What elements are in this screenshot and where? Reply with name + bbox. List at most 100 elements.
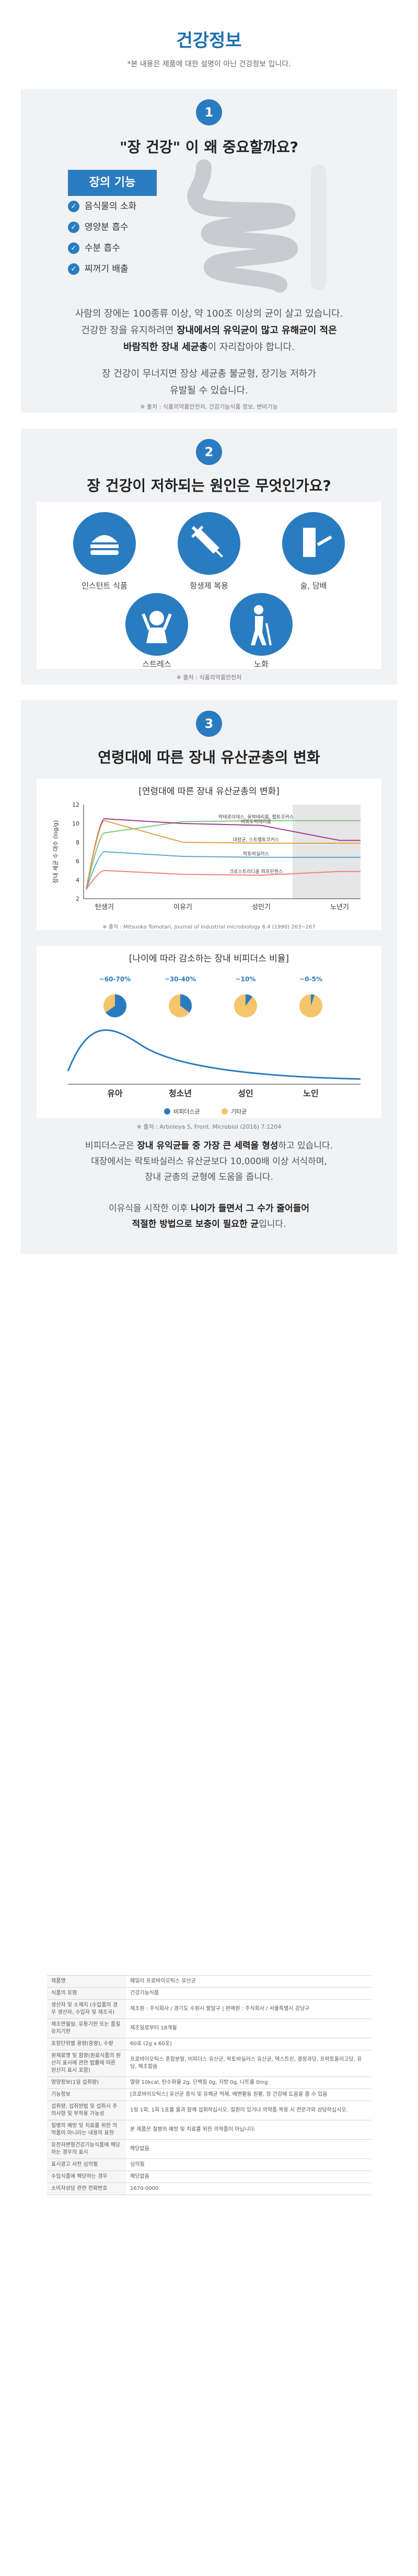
info-value: 1일 1회, 1회 1포를 물과 함께 섭취하십시오. 질환이 있거나 의약품 … bbox=[126, 2101, 371, 2120]
fast-food-icon bbox=[73, 512, 136, 575]
function-item: ✓ 영양분 흡수 bbox=[68, 217, 157, 238]
legend-label: 비피더스균 bbox=[173, 1108, 200, 1115]
pie-bifidus-slice bbox=[246, 994, 252, 1006]
info-value: 제조일로부터 18개월 bbox=[126, 2018, 371, 2038]
info-key: 기능정보 bbox=[47, 2088, 126, 2101]
info-value: [프로바이오틱스] 유산균 증식 및 유해균 억제, 배변활동 원활, 장 건강… bbox=[126, 2088, 371, 2101]
elderly-icon bbox=[230, 593, 293, 656]
pie-bifidus-slice bbox=[311, 994, 315, 1006]
section-heading: 장 건강이 저하되는 원인은 무엇인가요? bbox=[87, 477, 331, 494]
cause-label: 항생제 복용 bbox=[190, 581, 228, 590]
info-key: 섭취량, 섭취방법 및 섭취시 주의사항 및 부작용 가능성 bbox=[47, 2101, 126, 2120]
beer-cigarette-icon bbox=[282, 512, 345, 575]
info-value: 열량 10kcal, 탄수화물 2g, 단백질 0g, 지방 0g, 나트륨 0… bbox=[126, 2076, 371, 2089]
series-label: 크로스트리디움 퍼프린젠스 bbox=[229, 869, 283, 875]
product-info-table: 제품명 페밀리 프로바이오틱스 유산균 식품의 유형 건강기능식품 생산자 및 소재지 … bbox=[47, 1975, 371, 2195]
info-value: 건강기능식품 bbox=[126, 1987, 371, 2000]
section-heading: "장 건강" 이 왜 중요할까요? bbox=[119, 138, 298, 156]
intestine-illustration bbox=[167, 157, 345, 293]
chart-source: ※ 출처 : Mitsuoka Tomotari, Journal of ind… bbox=[102, 924, 316, 930]
function-item: ✓ 음식물의 소화 bbox=[68, 196, 157, 217]
check-icon: ✓ bbox=[68, 222, 79, 233]
series-label: 박테로이데스, 유박테리움, 펩토코커스 bbox=[218, 815, 294, 820]
legend-swatch bbox=[222, 1108, 228, 1115]
info-key: 제조연월일, 유통기한 또는 품질유지기한 bbox=[47, 2018, 126, 2038]
function-title: 장의 기능 bbox=[68, 170, 157, 196]
info-key: 식품의 유형 bbox=[47, 1987, 126, 2000]
chart-title: [연령대에 따른 장내 유산균총의 변화] bbox=[138, 786, 280, 797]
info-key: 소비자상담 관련 전화번호 bbox=[47, 2183, 126, 2195]
age-label: 유아 bbox=[107, 1088, 123, 1098]
series-line bbox=[86, 820, 361, 890]
info-key: 원재료명 및 함량(원료식품의 원산지 표시에 관한 법률에 따른 원산지 표시… bbox=[47, 2050, 126, 2077]
intestine-function-box: 장의 기능 ✓ 음식물의 소화 ✓ 영양분 흡수 ✓ 수분 흡수 ✓ 찌꺼기 배출 bbox=[68, 170, 157, 280]
info-row: 질병의 예방 및 치료를 위한 의약품이 아니라는 내용의 표현 본 제품은 질병… bbox=[47, 2120, 371, 2140]
info-row: 유전자변형건강기능식품에 해당하는 경우의 표시 해당없음 bbox=[47, 2139, 371, 2159]
check-icon: ✓ bbox=[68, 242, 79, 254]
info-row: 표시광고 사전 심의필 심의필 bbox=[47, 2159, 371, 2171]
function-item: ✓ 찌꺼기 배출 bbox=[68, 259, 157, 280]
x-tick-label: 탄생기 bbox=[95, 903, 114, 911]
series-line bbox=[86, 869, 361, 890]
stress-icon bbox=[125, 593, 188, 656]
age-label: 청소년 bbox=[169, 1088, 192, 1098]
cause-label: 인스턴트 식품 bbox=[82, 581, 127, 590]
syringe-icon bbox=[178, 512, 240, 575]
bifidus-ratio-chart-card: [나이에 따라 감소하는 장내 비피더스 비율] ~60-70% ~30-40% ~… bbox=[37, 946, 381, 1118]
page-title: 건강정보 bbox=[176, 30, 242, 51]
info-value: 해당없음 bbox=[126, 2139, 371, 2159]
y-axis-label: 장내 세균 수 대수 (log/g) bbox=[52, 820, 59, 884]
check-icon: ✓ bbox=[68, 201, 79, 212]
info-key: 생산자 및 소재지 (수입품의 경우 생산자, 수입자 및 제조국) bbox=[47, 1999, 126, 2019]
info-value: 1670-0000 bbox=[126, 2183, 371, 2195]
x-tick-label: 노년기 bbox=[330, 903, 349, 911]
info-row: 원재료명 및 함량(원료식품의 원산지 표시에 관한 법률에 따른 원산지 표시… bbox=[47, 2050, 371, 2077]
info-value: 페밀리 프로바이오틱스 유산균 bbox=[126, 1975, 371, 1988]
series-label: 락토바실러스 bbox=[243, 851, 269, 857]
y-tick-label: 4 bbox=[76, 877, 79, 884]
info-key: 표시광고 사전 심의필 bbox=[47, 2159, 126, 2171]
info-value: 프로바이오틱스 혼합분말, 비피더스 유산균, 락토바실러스 유산균, 덱스트린… bbox=[126, 2050, 371, 2077]
source-note: ※ 출처 : 식품의약품안전처, 건강기능식품 정보, 변비기능 bbox=[140, 403, 278, 410]
y-tick-label: 8 bbox=[76, 839, 79, 846]
bifidus-paragraph: 비피더스균은 장내 유익균들 중 가장 큰 세력을 형성하고 있습니다. 대장에… bbox=[85, 1141, 333, 1182]
x-tick-label: 이유기 bbox=[173, 903, 192, 911]
info-row: 소비자상담 관련 전화번호 1670-0000 bbox=[47, 2183, 371, 2195]
y-tick-label: 12 bbox=[72, 802, 79, 808]
info-row: 포장단위별 용량(중량), 수량 60포 (2g x 60포) bbox=[47, 2038, 371, 2050]
info-key: 제품명 bbox=[47, 1975, 126, 1988]
info-key: 수입식품에 해당하는 경우 bbox=[47, 2171, 126, 2183]
y-tick-label: 6 bbox=[76, 858, 79, 865]
series-line bbox=[86, 851, 361, 890]
intro-paragraph: 사람의 장에는 100종류 이상, 약 100조 이상의 균이 살고 있습니다.… bbox=[75, 308, 343, 353]
y-tick-label: 10 bbox=[72, 820, 79, 827]
cause-label: 노화 bbox=[254, 659, 269, 669]
info-row: 제조연월일, 유통기한 또는 품질유지기한 제조일로부터 18개월 bbox=[47, 2018, 371, 2038]
info-row: 기능정보 [프로바이오틱스] 유산균 증식 및 유해균 억제, 배변활동 원활, … bbox=[47, 2088, 371, 2101]
section-causes: 2 장 건강이 저하되는 원인은 무엇인가요? 인스턴트 식품 항생제 복용 술… bbox=[21, 428, 397, 684]
function-item: ✓ 수분 흡수 bbox=[68, 238, 157, 259]
series-label: 대장균, 스트렙토코커스 bbox=[233, 837, 280, 843]
info-value: 심의필 bbox=[126, 2159, 371, 2171]
age-label: 노인 bbox=[303, 1088, 318, 1098]
series-line bbox=[86, 820, 361, 890]
series-label: 비피도박테리움 bbox=[241, 819, 271, 825]
page-subtitle: *본 내용은 제품에 대한 설명이 아닌 건강정보 입니다. bbox=[127, 60, 291, 68]
source-note: ※ 출처 : Arboleya S, Front. Microbiol (201… bbox=[136, 1123, 282, 1130]
section-age-change: 3 연령대에 따른 장내 유산균총의 변화 [연령대에 따른 장내 유산균총의 … bbox=[21, 700, 397, 1254]
info-value: 60포 (2g x 60포) bbox=[126, 2038, 371, 2050]
info-value: 제조원 : 주식회사 / 경기도 수원시 팔달구 | 판매원 : 주식회사 / … bbox=[126, 1999, 371, 2019]
info-row: 섭취량, 섭취방법 및 섭취시 주의사항 및 부작용 가능성 1일 1회, 1회 … bbox=[47, 2101, 371, 2120]
section-number: 2 bbox=[196, 439, 222, 465]
cause-label: 스트레스 bbox=[142, 659, 171, 669]
supplement-paragraph: 이유식을 시작한 이후 나이가 들면서 그 수가 줄어들어 적절한 방법으로 보… bbox=[109, 1203, 309, 1229]
info-row: 수입식품에 해당하는 경우 해당없음 bbox=[47, 2171, 371, 2183]
info-key: 포장단위별 용량(중량), 수량 bbox=[47, 2038, 126, 2050]
info-row: 생산자 및 소재지 (수입품의 경우 생산자, 수입자 및 제조국) 제조원 : … bbox=[47, 1999, 371, 2019]
lactic-flora-line-chart: 2 4 6 8 10 12 탄생기 이유기 성인기 노년기 장내 세균 수 대수 (log/g) 박테… bbox=[52, 802, 361, 911]
info-row: 식품의 유형 건강기능식품 bbox=[47, 1987, 371, 2000]
info-key: 유전자변형건강기능식품에 해당하는 경우의 표시 bbox=[47, 2139, 126, 2159]
pie-bifidus-slice bbox=[106, 994, 126, 1017]
age-label: 성인 bbox=[238, 1088, 253, 1098]
